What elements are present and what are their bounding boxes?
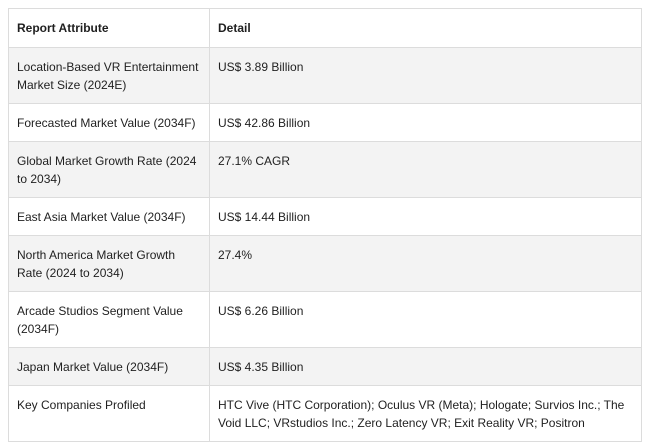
detail-cell: US$ 4.35 Billion	[209, 347, 642, 386]
table-row: Location-Based VR Entertainment Market S…	[8, 47, 642, 104]
table-row: Key Companies Profiled HTC Vive (HTC Cor…	[8, 385, 642, 442]
table-row: Japan Market Value (2034F) US$ 4.35 Bill…	[8, 347, 642, 386]
header-detail: Detail	[209, 8, 642, 48]
table-row: East Asia Market Value (2034F) US$ 14.44…	[8, 197, 642, 236]
detail-cell: HTC Vive (HTC Corporation); Oculus VR (M…	[209, 385, 642, 442]
attribute-cell: Global Market Growth Rate (2024 to 2034)	[8, 141, 210, 198]
detail-cell: US$ 3.89 Billion	[209, 47, 642, 104]
detail-cell: US$ 6.26 Billion	[209, 291, 642, 348]
attribute-cell: Key Companies Profiled	[8, 385, 210, 442]
table-header-row: Report Attribute Detail	[8, 8, 642, 48]
table-row: Arcade Studios Segment Value (2034F) US$…	[8, 291, 642, 348]
attribute-cell: North America Market Growth Rate (2024 t…	[8, 235, 210, 292]
report-table-container: Report Attribute Detail Location-Based V…	[8, 8, 642, 442]
table-row: Forecasted Market Value (2034F) US$ 42.8…	[8, 103, 642, 142]
report-table: Report Attribute Detail Location-Based V…	[8, 8, 642, 442]
attribute-cell: Location-Based VR Entertainment Market S…	[8, 47, 210, 104]
table-row: North America Market Growth Rate (2024 t…	[8, 235, 642, 292]
attribute-cell: Arcade Studios Segment Value (2034F)	[8, 291, 210, 348]
attribute-cell: Japan Market Value (2034F)	[8, 347, 210, 386]
attribute-cell: Forecasted Market Value (2034F)	[8, 103, 210, 142]
detail-cell: US$ 42.86 Billion	[209, 103, 642, 142]
detail-cell: 27.4%	[209, 235, 642, 292]
attribute-cell: East Asia Market Value (2034F)	[8, 197, 210, 236]
detail-cell: 27.1% CAGR	[209, 141, 642, 198]
detail-cell: US$ 14.44 Billion	[209, 197, 642, 236]
table-row: Global Market Growth Rate (2024 to 2034)…	[8, 141, 642, 198]
header-report-attribute: Report Attribute	[8, 8, 210, 48]
